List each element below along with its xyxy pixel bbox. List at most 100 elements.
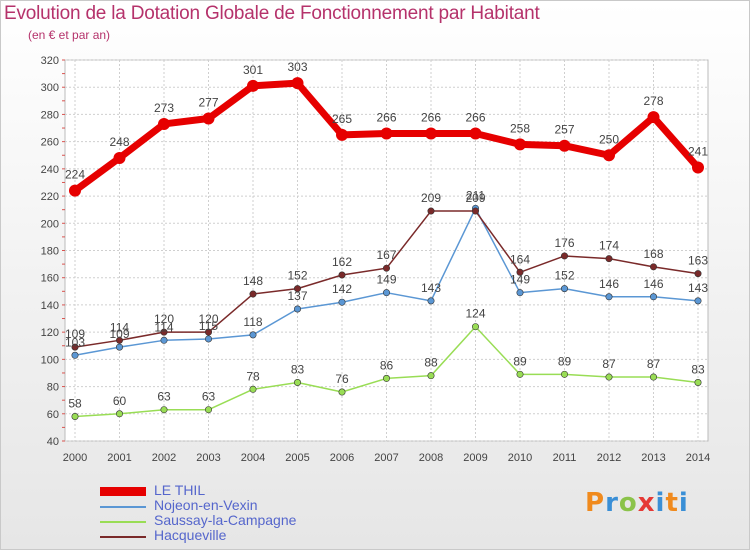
x-tick-label: 2005: [285, 452, 309, 464]
data-label-0: 277: [198, 96, 218, 110]
data-label-3: 209: [465, 191, 485, 205]
legend-label-le-thil: LE THIL: [154, 482, 206, 498]
legend-swatch-le-thil: [100, 487, 146, 496]
data-point-0: [247, 79, 259, 92]
data-point-2: [71, 413, 79, 421]
data-point-2: [649, 373, 657, 381]
y-tick-label: 60: [47, 409, 59, 421]
data-point-0: [514, 138, 526, 151]
data-label-2: 86: [380, 358, 394, 372]
data-point-0: [380, 127, 393, 140]
data-point-2: [605, 373, 613, 381]
y-tick-label: 160: [41, 273, 59, 285]
data-label-3: 148: [243, 274, 263, 288]
data-point-1: [293, 305, 301, 313]
y-tick-label: 260: [41, 137, 59, 149]
chart-subtitle: (en € et par an): [28, 28, 111, 42]
data-point-0: [603, 149, 615, 162]
data-point-3: [249, 290, 257, 298]
x-tick-label: 2006: [330, 452, 354, 464]
data-label-1: 137: [287, 289, 307, 303]
data-point-1: [516, 289, 524, 297]
data-point-3: [649, 263, 657, 271]
data-label-1: 146: [643, 277, 663, 291]
x-tick-label: 2010: [508, 452, 532, 464]
data-label-3: 120: [198, 312, 218, 326]
data-point-0: [69, 184, 81, 197]
data-point-3: [293, 285, 301, 293]
y-tick-label: 140: [41, 300, 59, 312]
data-point-2: [382, 374, 390, 382]
data-label-1: 142: [332, 282, 352, 296]
data-point-3: [338, 271, 346, 279]
data-point-3: [205, 328, 213, 336]
data-label-3: 109: [65, 327, 85, 341]
y-tick-label: 100: [41, 354, 59, 366]
x-tick-label: 2004: [241, 452, 265, 464]
data-label-0: 224: [65, 168, 85, 182]
data-point-3: [382, 264, 390, 272]
data-point-3: [694, 270, 702, 278]
legend-item-saussay: Saussay-la-Campagne: [100, 512, 400, 529]
data-point-2: [694, 378, 702, 386]
data-point-1: [205, 335, 213, 343]
proxiti-logo: Proxiti: [585, 488, 689, 518]
legend-label-hacqueville: Hacqueville: [154, 527, 227, 543]
data-label-0: 273: [154, 101, 174, 115]
data-point-2: [338, 388, 346, 396]
data-label-2: 124: [465, 307, 485, 321]
data-point-3: [560, 252, 568, 260]
data-point-3: [427, 207, 435, 215]
data-label-0: 265: [332, 112, 352, 126]
data-label-3: 152: [287, 269, 307, 283]
legend-label-saussay: Saussay-la-Campagne: [154, 512, 297, 528]
data-point-0: [113, 151, 126, 164]
data-label-3: 120: [154, 312, 174, 326]
x-tick-label: 2003: [196, 452, 220, 464]
data-point-1: [160, 336, 168, 344]
data-label-0: 248: [109, 135, 129, 149]
data-label-2: 88: [424, 356, 438, 370]
data-label-2: 87: [647, 357, 661, 371]
data-label-3: 164: [510, 252, 530, 266]
data-label-2: 89: [558, 354, 572, 368]
x-tick-label: 2012: [597, 452, 621, 464]
data-point-3: [116, 336, 124, 344]
legend-swatch-hacqueville: [100, 536, 146, 538]
data-label-2: 87: [602, 357, 616, 371]
data-point-3: [71, 343, 79, 351]
legend-swatch-nojeon: [100, 506, 146, 508]
data-point-3: [471, 207, 479, 215]
data-point-2: [249, 385, 257, 393]
data-label-3: 163: [688, 254, 708, 268]
data-label-3: 168: [643, 247, 663, 261]
data-point-0: [558, 139, 571, 152]
y-tick-label: 40: [47, 436, 59, 448]
y-tick-label: 180: [41, 246, 59, 258]
y-tick-label: 320: [41, 55, 59, 67]
data-label-2: 60: [113, 394, 127, 408]
y-tick-label: 280: [41, 109, 59, 121]
data-point-3: [605, 255, 613, 263]
data-label-3: 162: [332, 255, 352, 269]
x-tick-label: 2013: [641, 452, 665, 464]
legend-label-nojeon: Nojeon-en-Vexin: [154, 497, 258, 513]
data-point-2: [205, 406, 213, 414]
data-point-3: [160, 328, 168, 336]
data-point-2: [471, 323, 479, 331]
data-label-0: 258: [510, 121, 530, 135]
data-label-0: 241: [688, 144, 708, 158]
data-point-0: [291, 77, 304, 90]
data-point-1: [338, 298, 346, 306]
legend-item-le-thil: LE THIL: [100, 482, 400, 499]
data-point-1: [382, 289, 390, 297]
data-label-2: 76: [335, 372, 349, 386]
data-point-0: [202, 112, 215, 125]
data-point-2: [116, 410, 124, 418]
y-tick-label: 240: [41, 164, 59, 176]
x-tick-label: 2001: [107, 452, 131, 464]
legend-swatch-saussay: [100, 521, 146, 523]
data-point-2: [560, 370, 568, 378]
data-point-0: [647, 111, 660, 124]
